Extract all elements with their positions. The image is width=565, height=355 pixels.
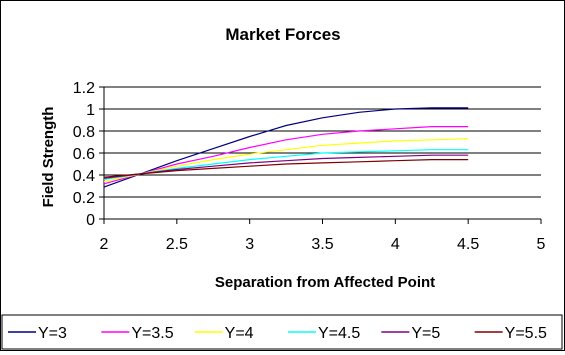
- x-axis-label: Separation from Affected Point: [215, 274, 435, 291]
- x-tick-label: 3: [245, 236, 254, 253]
- x-tick-label: 3.5: [311, 236, 333, 253]
- legend-label: Y=4.5: [318, 325, 360, 342]
- x-tick-label: 4.5: [457, 236, 479, 253]
- y-tick-label: 1: [86, 102, 95, 119]
- series-line-6: [103, 159, 469, 178]
- legend-label: Y=4: [225, 325, 254, 342]
- series-line-2: [103, 125, 469, 185]
- line-chart: Market Forces 0 0.2 0.4 0.6 0.8 1 1.2 2 2.5 3 3.5 4…: [1, 25, 563, 350]
- legend-label: Y=3.5: [131, 325, 173, 342]
- chart-title: Market Forces: [225, 25, 340, 44]
- x-tick-label: 2.5: [166, 236, 188, 253]
- axes: [99, 86, 542, 224]
- x-tick-label: 2: [100, 236, 109, 253]
- y-tick-label: 0.8: [73, 124, 95, 141]
- legend-label: Y=3: [38, 325, 67, 342]
- y-tick-label: 0: [86, 212, 95, 229]
- series-line-3: [103, 138, 469, 183]
- grid-lines: [104, 86, 541, 220]
- y-axis-label: Field Strength: [40, 107, 57, 208]
- legend-label: Y=5: [411, 325, 440, 342]
- legend-box: [1, 314, 563, 350]
- series-line-5: [103, 154, 469, 179]
- tick-labels: 0 0.2 0.4 0.6 0.8 1 1.2 2 2.5 3 3.5 4 4.5 5: [73, 80, 546, 253]
- legend: Y=3 Y=3.5 Y=4 Y=4.5 Y=5 Y=5.5: [1, 314, 563, 350]
- x-tick-label: 5: [537, 236, 546, 253]
- series-line-1: [103, 107, 469, 188]
- y-tick-label: 0.6: [73, 146, 95, 163]
- y-tick-label: 1.2: [73, 80, 95, 97]
- series-line-4: [103, 149, 469, 180]
- y-tick-label: 0.2: [73, 190, 95, 207]
- series-lines: [103, 107, 469, 188]
- y-tick-label: 0.4: [73, 168, 95, 185]
- legend-label: Y=5.5: [505, 325, 547, 342]
- x-tick-label: 4: [391, 236, 400, 253]
